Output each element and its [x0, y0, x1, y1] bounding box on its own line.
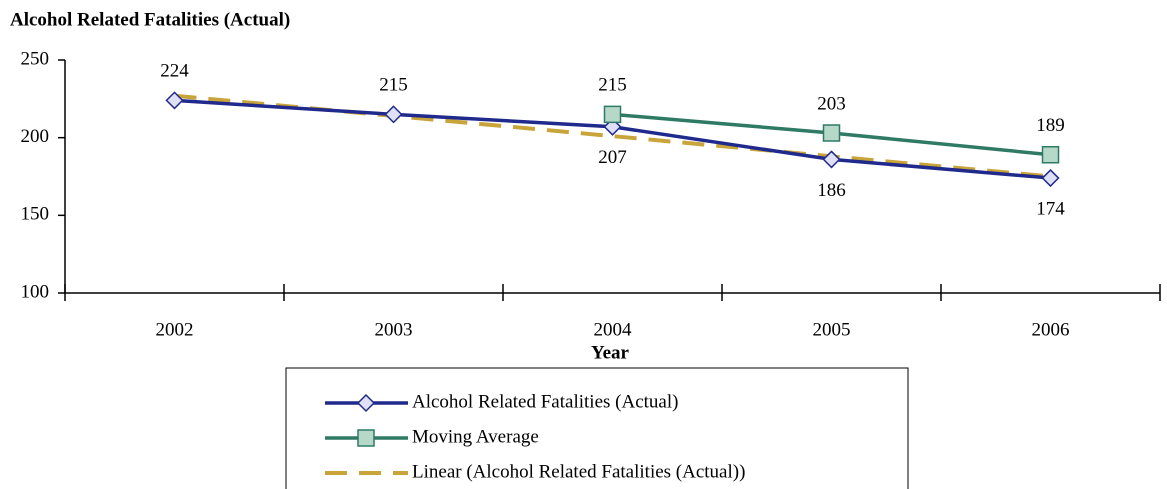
legend-label: Alcohol Related Fatalities (Actual)	[412, 391, 678, 412]
data-point	[603, 117, 622, 136]
data-point	[603, 105, 622, 124]
chart-title: Alcohol Related Fatalities (Actual)	[10, 9, 290, 30]
data-label: 207	[598, 147, 627, 168]
data-point	[1041, 168, 1060, 188]
data-point	[384, 105, 403, 124]
x-axis-label: Year	[591, 342, 630, 363]
data-label: 215	[598, 75, 627, 96]
data-label: 203	[817, 93, 846, 114]
data-point	[165, 91, 184, 110]
legend-marker	[356, 393, 376, 413]
data-label: 224	[160, 61, 189, 82]
legend-box	[285, 367, 909, 489]
legend-label: Moving Average	[412, 426, 539, 447]
y-tick-label: 250	[21, 48, 50, 69]
data-label: 186	[817, 180, 846, 201]
x-tick-label: 2003	[375, 319, 413, 340]
data-label: 174	[1036, 198, 1065, 219]
data-label: 189	[1036, 115, 1065, 136]
legend-label: Linear (Alcohol Related Fatalities (Actu…	[412, 461, 745, 482]
legend-marker	[357, 429, 375, 447]
x-tick-label: 2006	[1032, 319, 1070, 340]
y-tick-label: 200	[21, 126, 50, 147]
y-tick-label: 100	[21, 281, 50, 302]
x-tick-label: 2002	[156, 319, 194, 340]
data-point	[822, 124, 841, 142]
x-tick-label: 2004	[594, 319, 633, 340]
x-tick-label: 2005	[813, 319, 851, 340]
y-tick-label: 150	[21, 204, 50, 225]
data-label: 215	[379, 75, 408, 96]
data-point	[1041, 146, 1060, 164]
data-point	[822, 150, 841, 169]
